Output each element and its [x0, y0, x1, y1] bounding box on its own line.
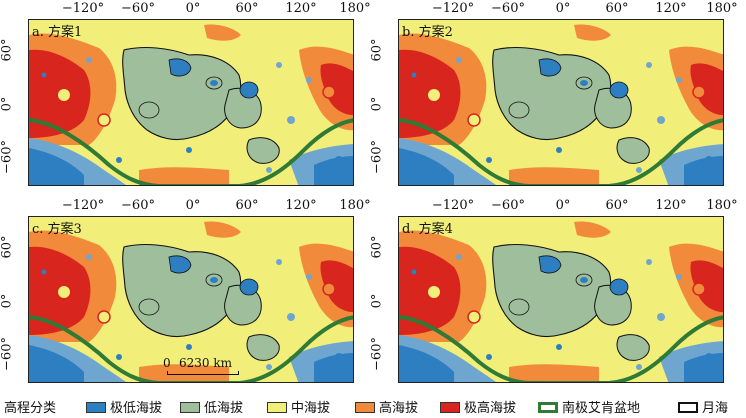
x-tick: 0° — [555, 198, 571, 213]
legend-label: 月海 — [702, 401, 729, 416]
elevation-map — [28, 19, 354, 186]
legend-swatch — [355, 402, 375, 413]
x-tick: −60° — [121, 198, 155, 213]
x-tick: 0° — [185, 1, 201, 16]
x-tick: 60° — [235, 198, 259, 213]
y-tick: 0° — [0, 293, 15, 309]
y-tick: −60° — [0, 337, 15, 371]
map-panel-d: −120° −60° 0° 60° 120° 180° 60° 0° −60° … — [370, 197, 742, 393]
panel-label: d. 方案4 — [402, 222, 453, 237]
scale-bar-line — [167, 371, 239, 375]
map-panel-b: −120° −60° 0° 60° 120° 180° 60° 0° −60° … — [370, 0, 742, 196]
x-tick: −120° — [61, 198, 105, 213]
elevation-map — [398, 216, 724, 383]
y-tick: −60° — [0, 140, 15, 174]
scale-bar: 0 6230 km — [163, 356, 247, 375]
x-tick: 120° — [285, 198, 317, 213]
x-tick: 60° — [235, 1, 259, 16]
scale-distance: 6230 km — [179, 356, 233, 370]
x-tick: 180° — [339, 198, 371, 213]
map-panel-c: −120° −60° 0° 60° 120° 180° 60° 0° −60° … — [0, 197, 372, 393]
scale-zero: 0 — [163, 356, 171, 370]
x-tick: 180° — [339, 1, 371, 16]
x-tick: 120° — [655, 198, 687, 213]
legend-swatch — [678, 402, 698, 413]
x-tick: −120° — [431, 198, 475, 213]
y-tick: 60° — [369, 235, 385, 259]
legend-item: 极低海拔 — [86, 397, 162, 416]
x-tick: 60° — [605, 198, 629, 213]
y-tick: 0° — [369, 96, 385, 112]
legend-item: 高海拔 — [355, 397, 418, 416]
legend-item: 中海拔 — [267, 397, 330, 416]
legend-label: 低海拔 — [204, 401, 244, 416]
legend-item: 南极艾肯盆地 — [538, 397, 640, 416]
legend-label: 极高海拔 — [464, 401, 517, 416]
legend-label: 高海拔 — [379, 401, 419, 416]
x-tick: 120° — [655, 1, 687, 16]
legend-swatch — [538, 402, 558, 413]
y-tick: 0° — [369, 293, 385, 309]
y-tick: 60° — [0, 235, 15, 259]
x-tick: 120° — [285, 1, 317, 16]
elevation-map — [398, 19, 724, 186]
legend-swatch — [440, 402, 460, 413]
x-tick: 0° — [185, 198, 201, 213]
elevation-map — [28, 216, 354, 383]
x-tick: −60° — [491, 1, 525, 16]
y-tick: 60° — [0, 38, 15, 62]
y-tick: −60° — [369, 140, 385, 174]
y-tick: −60° — [369, 337, 385, 371]
legend-swatch — [86, 402, 106, 413]
legend-item: 月海 — [678, 397, 728, 416]
map-panel-a: −120° −60° 0° 60° 120° 180° 60° 0° −60° … — [0, 0, 372, 196]
x-tick: 180° — [706, 198, 738, 213]
x-tick: 180° — [706, 1, 738, 16]
x-tick: −120° — [61, 1, 105, 16]
x-tick: −60° — [491, 198, 525, 213]
legend-swatch — [180, 402, 200, 413]
panel-label: c. 方案3 — [32, 222, 82, 237]
y-tick: 0° — [0, 96, 15, 112]
x-tick: 0° — [555, 1, 571, 16]
legend-label: 极低海拔 — [110, 401, 163, 416]
panel-label: a. 方案1 — [32, 25, 83, 40]
x-tick: −120° — [431, 1, 475, 16]
x-tick: −60° — [121, 1, 155, 16]
legend: 高程分类 极低海拔 低海拔 中海拔 高海拔 极高海拔 南极艾肯盆地 月海 — [0, 396, 746, 418]
legend-label: 中海拔 — [291, 401, 331, 416]
legend-title: 高程分类 — [4, 401, 57, 416]
legend-label: 南极艾肯盆地 — [562, 401, 641, 416]
legend-item: 低海拔 — [180, 397, 243, 416]
legend-swatch — [267, 402, 287, 413]
x-tick: 60° — [605, 1, 629, 16]
legend-item: 极高海拔 — [440, 397, 516, 416]
panel-label: b. 方案2 — [402, 25, 453, 40]
y-tick: 60° — [369, 38, 385, 62]
